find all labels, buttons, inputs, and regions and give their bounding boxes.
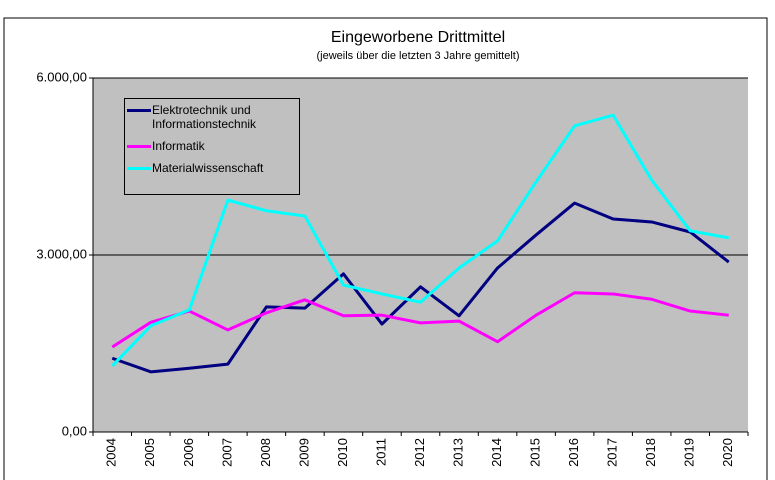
legend-swatch xyxy=(127,167,151,170)
x-tick-label: 2005 xyxy=(142,438,157,467)
y-tick-label: 6.000,00 xyxy=(36,69,87,84)
legend-item: Materialwissenschaft xyxy=(127,161,297,175)
x-tick-label: 2004 xyxy=(104,438,119,467)
x-tick-label: 2020 xyxy=(720,438,735,467)
x-tick-label: 2006 xyxy=(181,438,196,467)
legend-label: Materialwissenschaft xyxy=(152,161,264,175)
chart-title: Eingeworbene Drittmittel xyxy=(331,29,505,46)
x-tick-label: 2011 xyxy=(373,438,388,466)
x-tick-label: 2015 xyxy=(528,438,543,467)
x-tick-label: 2010 xyxy=(335,438,350,467)
y-tick-label: 3.000,00 xyxy=(36,246,87,261)
legend-item: Informatik xyxy=(127,139,297,153)
x-tick-label: 2012 xyxy=(412,438,427,467)
y-tick-label: 0,00 xyxy=(62,423,87,438)
x-tick-label: 2008 xyxy=(258,438,273,467)
x-tick-label: 2017 xyxy=(605,438,620,467)
legend: Elektrotechnik und Informationstechnik In… xyxy=(124,98,300,195)
legend-label: Informatik xyxy=(152,139,205,153)
x-tick-label: 2014 xyxy=(489,438,504,467)
legend-swatch xyxy=(127,145,151,148)
x-tick-label: 2016 xyxy=(566,438,581,467)
chart-subtitle: (jeweils über die letzten 3 Jahre gemitt… xyxy=(317,50,520,62)
legend-swatch xyxy=(127,109,151,112)
data-line xyxy=(111,201,730,374)
data-line xyxy=(111,291,729,349)
x-tick-label: 2018 xyxy=(643,438,658,467)
data-line xyxy=(111,113,730,367)
x-tick-label: 2007 xyxy=(219,438,234,467)
x-tick-label: 2013 xyxy=(450,438,465,467)
legend-item: Elektrotechnik und Informationstechnik xyxy=(127,103,297,131)
x-tick-label: 2009 xyxy=(296,438,311,467)
x-tick-label: 2019 xyxy=(682,438,697,467)
legend-label: Elektrotechnik und Informationstechnik xyxy=(152,103,257,131)
